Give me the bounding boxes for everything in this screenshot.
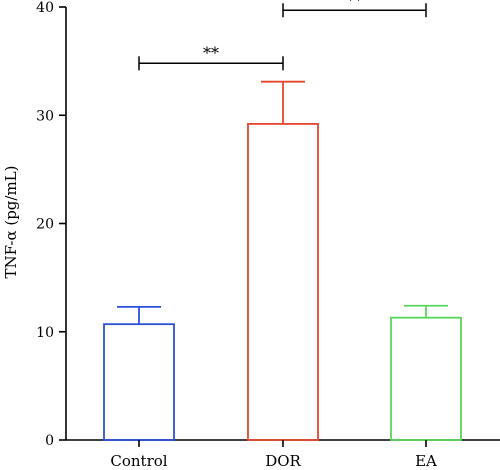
y-tick-label: 10 [36,325,54,341]
y-tick-label: 0 [45,433,54,449]
bar-ea [390,316,462,441]
x-tick-label: DOR [265,452,301,470]
bar-control [103,323,175,441]
y-tick-label: 40 [36,0,54,16]
significance-label: ** [203,43,219,62]
y-tick-label: 20 [36,217,54,233]
y-tick-label: 30 [36,108,54,124]
significance-label: ** [347,0,363,9]
x-tick-label: Control [110,452,167,470]
y-axis-label: TNF-α (pg/mL) [2,166,20,279]
x-tick-label: EA [415,452,437,470]
bar-dor [247,123,319,441]
